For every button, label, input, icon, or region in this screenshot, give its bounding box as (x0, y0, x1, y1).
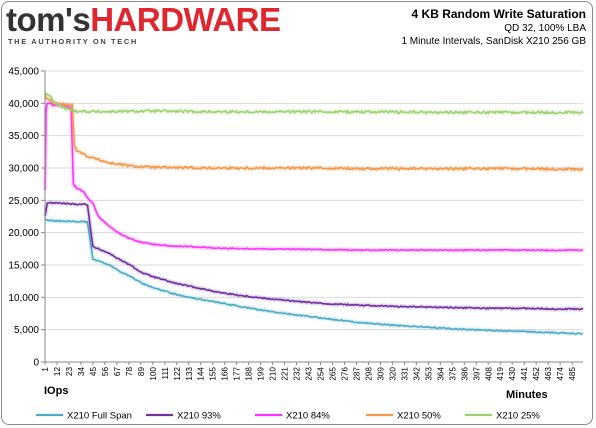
y-tick-label: 30,000 (8, 164, 39, 175)
legend-label: X210 93% (177, 411, 221, 422)
series-line (44, 92, 584, 115)
x-tick-label: 23 (65, 367, 74, 377)
logo-text-hardware: HARDWARE (90, 1, 281, 38)
x-tick-label: 1 (41, 367, 50, 372)
x-tick-label: 232 (293, 367, 302, 381)
brand-logo: tom'sHARDWARE (6, 2, 281, 38)
x-tick-label: 397 (472, 367, 481, 381)
x-tick-label: 78 (125, 367, 134, 377)
x-tick-label: 89 (137, 367, 146, 377)
x-tick-label: 485 (568, 367, 577, 381)
x-tick-label: 331 (400, 367, 409, 381)
x-tick-label: 375 (448, 367, 457, 381)
series-line (44, 218, 583, 335)
series-line (44, 101, 584, 252)
x-tick-label: 155 (209, 367, 218, 381)
x-tick-label: 133 (185, 367, 194, 381)
y-tick-label: 25,000 (8, 196, 39, 207)
x-tick-label: 67 (113, 367, 122, 377)
y-axis-label: IOps (44, 385, 68, 397)
x-tick-label: 254 (317, 367, 326, 381)
x-tick-label: 144 (197, 367, 206, 381)
legend: X210 Full Span X210 93% X210 84% X210 50% X2… (36, 411, 540, 422)
x-tick-label: 463 (544, 367, 553, 381)
x-tick-label: 298 (364, 367, 373, 381)
gridlines (45, 70, 583, 331)
legend-label: X210 84% (286, 411, 330, 422)
y-tick-label: 0 (33, 358, 39, 369)
x-tick-label: 122 (173, 367, 182, 381)
x-tick-label: 45 (89, 367, 98, 377)
chart-title-block: 4 KB Random Write Saturation QD 32, 100%… (401, 6, 586, 48)
y-tick-label: 45,000 (8, 67, 39, 78)
x-tick-label: 188 (245, 367, 254, 381)
legend-label: X210 Full Span (67, 411, 132, 422)
y-tick-label: 15,000 (8, 261, 39, 272)
x-axis-label: Minutes (506, 389, 548, 401)
x-tick-label: 243 (305, 367, 314, 381)
x-tick-label: 34 (77, 367, 86, 377)
x-tick-label: 210 (269, 367, 278, 381)
y-tick-label: 20,000 (8, 228, 39, 239)
x-tick-label: 430 (508, 367, 517, 381)
x-tick-label: 408 (484, 367, 493, 381)
x-tick-label: 276 (340, 367, 349, 381)
x-tick-label: 419 (496, 367, 505, 381)
x-tick-label: 111 (161, 367, 170, 380)
x-tick-label: 452 (532, 367, 541, 381)
y-tick-label: 40,000 (8, 99, 39, 110)
logo-text-toms: tom's (6, 1, 91, 38)
x-tick-label: 342 (412, 367, 421, 381)
series-halo (42, 100, 585, 253)
series-lines (42, 91, 585, 337)
y-axis-ticks: 0 5,000 10,000 15,000 20,000 25,000 30,000 35,0… (8, 67, 45, 369)
series-line (44, 201, 584, 311)
chart-title: 4 KB Random Write Saturation (411, 7, 586, 21)
x-tick-label: 386 (460, 367, 469, 381)
series-line (44, 96, 584, 172)
x-tick-label: 199 (257, 367, 266, 381)
y-tick-label: 5,000 (14, 325, 39, 336)
x-tick-label: 56 (101, 367, 110, 377)
x-tick-label: 100 (149, 367, 158, 381)
chart-subtitle-1: QD 32, 100% LBA (504, 23, 586, 34)
y-tick-label: 10,000 (8, 293, 39, 304)
x-tick-label: 353 (424, 367, 433, 381)
x-tick-label: 309 (376, 367, 385, 381)
x-axis-ticks: 1 12 23 34 45 56 67 78 89 100 111 122 133 144 155 166 17… (41, 362, 577, 381)
x-tick-label: 221 (281, 367, 290, 381)
x-tick-label: 177 (233, 367, 242, 381)
series-halo (42, 200, 585, 312)
legend-label: X210 50% (397, 411, 441, 422)
brand-tagline: THE AUTHORITY ON TECH (8, 37, 138, 46)
x-tick-label: 320 (388, 367, 397, 381)
x-tick-label: 12 (53, 367, 62, 377)
x-tick-label: 287 (352, 367, 361, 381)
axes (44, 71, 583, 363)
x-tick-label: 265 (329, 367, 338, 381)
x-tick-label: 364 (436, 367, 445, 381)
chart-subtitle-2: 1 Minute Intervals, SanDisk X210 256 GB (401, 36, 586, 47)
x-tick-label: 166 (221, 367, 230, 381)
x-tick-label: 474 (556, 367, 565, 381)
y-tick-label: 35,000 (8, 131, 39, 142)
legend-label: X210 25% (496, 411, 540, 422)
x-tick-label: 441 (520, 367, 529, 381)
